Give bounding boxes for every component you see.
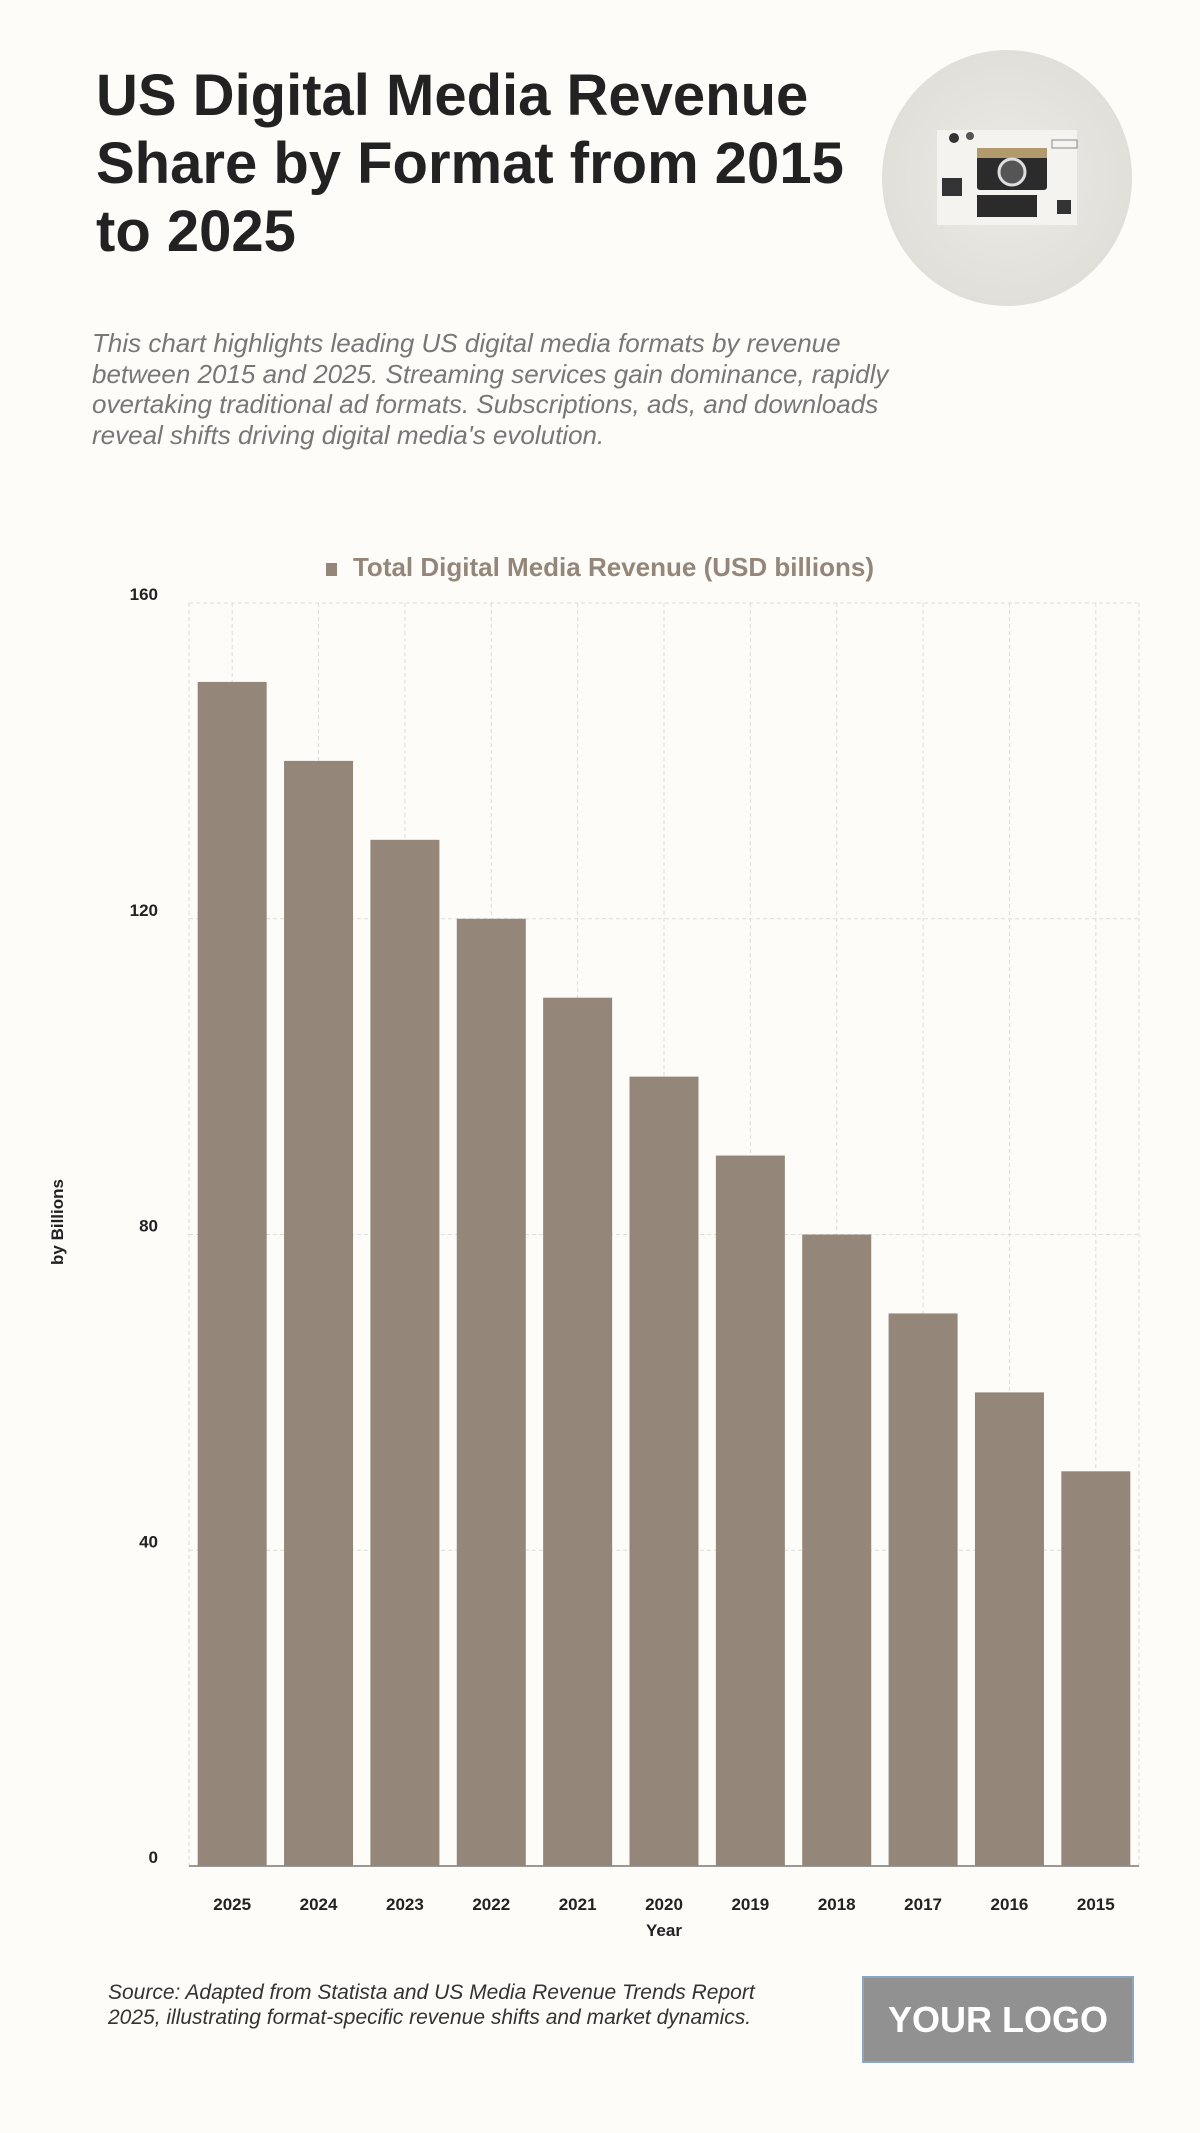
x-tick-label: 2025 [213, 1895, 251, 1914]
x-tick-label: 2023 [386, 1895, 424, 1914]
camera-flatlay-icon [937, 130, 1078, 225]
legend-label: Total Digital Media Revenue (USD billion… [352, 552, 874, 582]
x-tick-label: 2015 [1077, 1895, 1115, 1914]
y-tick-label: 0 [149, 1848, 158, 1867]
bar-2020 [629, 1076, 699, 1866]
bar-2019 [715, 1155, 785, 1866]
x-tick-label: 2019 [731, 1895, 769, 1914]
bar-2016 [974, 1392, 1044, 1866]
logo-placeholder: YOUR LOGO [862, 1976, 1134, 2063]
bar-2017 [888, 1313, 958, 1866]
bar-2018 [802, 1234, 872, 1866]
bar-2025 [197, 681, 267, 1866]
y-axis-label: by Billions [48, 1179, 67, 1265]
x-tick-label: 2016 [991, 1895, 1029, 1914]
y-tick-label: 80 [139, 1217, 158, 1236]
header-photo [882, 50, 1132, 306]
x-tick-label: 2018 [818, 1895, 856, 1914]
bar-2024 [284, 760, 354, 1866]
bar-2015 [1061, 1471, 1131, 1866]
x-tick-label: 2017 [904, 1895, 942, 1914]
legend-swatch [325, 562, 337, 576]
page-title: US Digital Media Revenue Share by Format… [96, 63, 844, 264]
bar-2022 [456, 918, 526, 1866]
chart-legend: Total Digital Media Revenue (USD billion… [0, 552, 1200, 583]
x-tick-label: 2021 [559, 1895, 597, 1914]
x-tick-label: 2024 [300, 1895, 338, 1914]
bar-2021 [543, 997, 613, 1866]
source-note: Source: Adapted from Statista and US Med… [108, 1981, 755, 2029]
y-tick-label: 120 [130, 901, 158, 920]
x-tick-label: 2020 [645, 1895, 683, 1914]
y-tick-label: 40 [139, 1532, 158, 1551]
bar-2023 [370, 839, 440, 1866]
x-axis-label: Year [646, 1921, 682, 1940]
page-subtitle: This chart highlights leading US digital… [92, 328, 889, 450]
x-tick-label: 2022 [472, 1895, 510, 1914]
y-tick-label: 160 [130, 585, 158, 604]
